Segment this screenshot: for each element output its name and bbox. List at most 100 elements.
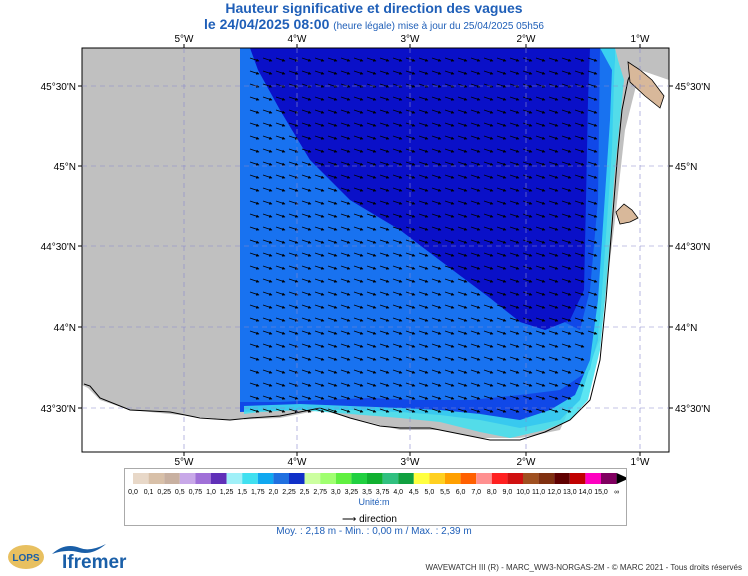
wave-direction-arrow	[301, 395, 312, 400]
wave-direction-arrow	[405, 252, 416, 257]
wave-direction-arrow	[275, 382, 286, 387]
wave-direction-arrow	[548, 408, 559, 413]
wave-direction-arrow	[379, 96, 390, 101]
wave-direction-arrow	[353, 148, 364, 153]
wave-direction-arrow	[262, 278, 273, 283]
wave-direction-arrow	[587, 187, 598, 192]
wave-direction-arrow	[574, 330, 585, 335]
wave-direction-arrow	[353, 96, 364, 101]
wave-direction-arrow	[548, 265, 559, 270]
wave-direction-arrow	[548, 330, 559, 335]
colorbar-tick-label: 5,5	[440, 489, 450, 496]
wave-direction-arrow	[418, 174, 429, 179]
wave-direction-arrow	[405, 148, 416, 153]
wave-direction-arrow	[496, 135, 507, 140]
wave-direction-arrow	[340, 109, 351, 114]
wave-direction-arrow	[340, 213, 351, 218]
wave-direction-arrow	[249, 330, 260, 335]
stats-line: Moy. : 2,18 m - Min. : 0,00 m / Max. : 2…	[276, 526, 472, 537]
map-title: Hauteur significative et direction des v…	[225, 0, 523, 16]
wave-direction-arrow	[392, 96, 403, 101]
wave-direction-arrow	[496, 239, 507, 244]
wave-direction-arrow	[340, 161, 351, 166]
wave-direction-arrow	[366, 57, 377, 62]
wave-direction-arrow	[249, 369, 260, 374]
wave-direction-arrow	[496, 304, 507, 309]
colorbar-tick-label: 4,0	[393, 489, 403, 496]
wave-direction-arrow	[262, 148, 273, 153]
wave-direction-arrow	[457, 148, 468, 153]
wave-direction-arrow	[574, 239, 585, 244]
wave-direction-arrow	[249, 187, 260, 192]
wave-direction-arrow	[262, 369, 273, 374]
wave-direction-arrow	[392, 187, 403, 192]
wave-direction-arrow	[288, 252, 299, 257]
wave-direction-arrow	[366, 408, 377, 413]
wave-direction-arrow	[314, 148, 325, 153]
wave-direction-arrow	[314, 161, 325, 166]
wave-direction-arrow	[535, 200, 546, 205]
lon-bottom-0: 5°W	[175, 457, 195, 468]
lon-bottom-3: 2°W	[517, 457, 537, 468]
wave-direction-arrow	[392, 83, 403, 88]
wave-direction-arrow	[496, 70, 507, 75]
wave-direction-arrow	[561, 369, 572, 374]
colorbar-overflow-triangle	[616, 473, 629, 484]
wave-direction-arrow	[392, 369, 403, 374]
wave-direction-arrow	[457, 187, 468, 192]
wave-direction-arrow	[496, 148, 507, 153]
wave-direction-arrow	[522, 356, 533, 361]
colorbar-tick-label: 1,25	[220, 489, 234, 496]
wave-direction-arrow	[327, 278, 338, 283]
wave-direction-arrow	[340, 174, 351, 179]
wave-direction-arrow	[340, 148, 351, 153]
wave-direction-arrow	[327, 356, 338, 361]
wave-direction-arrow	[444, 343, 455, 348]
wave-direction-arrow	[249, 161, 260, 166]
wave-direction-arrow	[314, 278, 325, 283]
colorbar-tick-label: 1,0	[206, 489, 216, 496]
wave-direction-arrow	[574, 200, 585, 205]
wave-direction-arrow	[574, 278, 585, 283]
wave-direction-arrow	[496, 226, 507, 231]
colorbar-swatch	[491, 473, 508, 484]
wave-direction-arrow	[470, 187, 481, 192]
wave-direction-arrow	[509, 408, 520, 413]
wave-direction-arrow	[366, 356, 377, 361]
wave-direction-arrow	[405, 265, 416, 270]
wave-direction-arrow	[262, 317, 273, 322]
wave-direction-arrow	[483, 148, 494, 153]
wave-direction-arrow	[431, 304, 442, 309]
colorbar-tick-label: ∞	[614, 489, 619, 496]
wave-direction-arrow	[275, 161, 286, 166]
wave-direction-arrow	[496, 96, 507, 101]
wave-direction-arrow	[470, 161, 481, 166]
wave-direction-arrow	[457, 330, 468, 335]
colorbar-tick-label: 3,75	[376, 489, 390, 496]
wave-direction-arrow	[249, 317, 260, 322]
wave-direction-arrow	[483, 109, 494, 114]
wave-direction-arrow	[392, 109, 403, 114]
wave-direction-arrow	[392, 148, 403, 153]
colorbar-swatch	[523, 473, 539, 484]
wave-direction-arrow	[288, 187, 299, 192]
wave-direction-arrow	[561, 57, 572, 62]
wave-direction-arrow	[353, 330, 364, 335]
wave-direction-arrow	[444, 330, 455, 335]
wave-direction-arrow	[301, 187, 312, 192]
wave-direction-arrow	[535, 83, 546, 88]
wave-direction-arrow	[418, 252, 429, 257]
wave-direction-arrow	[405, 187, 416, 192]
wave-direction-arrow	[561, 83, 572, 88]
wave-direction-arrow	[561, 135, 572, 140]
wave-direction-arrow	[288, 161, 299, 166]
colorbar-tick-label: 3,25	[345, 489, 359, 496]
wave-direction-arrow	[392, 213, 403, 218]
wave-direction-arrow	[262, 200, 273, 205]
wave-direction-arrow	[470, 382, 481, 387]
wave-direction-arrow	[392, 395, 403, 400]
wave-direction-arrow	[535, 369, 546, 374]
wave-direction-arrow	[405, 239, 416, 244]
wave-direction-arrow	[392, 239, 403, 244]
